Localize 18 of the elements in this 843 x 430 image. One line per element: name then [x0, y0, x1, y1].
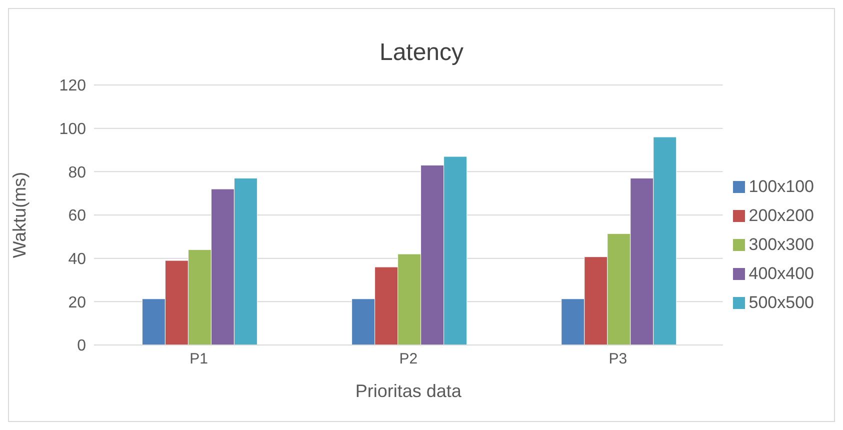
y-tick-label: 0: [77, 338, 86, 355]
y-axis-title: Waktu(ms): [9, 172, 30, 258]
chart-title: Latency: [378, 39, 465, 68]
x-tick-label: P2: [399, 350, 418, 368]
x-tick-label: P3: [608, 350, 628, 368]
legend-label: 100x100: [748, 176, 814, 196]
y-tick-label: 20: [68, 294, 86, 312]
legend-label: 500x500: [748, 292, 814, 312]
x-axis-title: Prioritas data: [355, 381, 462, 401]
y-tick-label: 40: [68, 251, 86, 268]
legend-label: 200x200: [748, 206, 814, 224]
x-tick-label: P1: [190, 350, 208, 368]
y-tick-label: 120: [59, 78, 86, 95]
y-tick-label: 60: [68, 208, 86, 225]
y-tick-label: 100: [59, 121, 86, 138]
y-tick-label: 80: [68, 164, 86, 182]
legend-label: 400x400: [748, 264, 814, 282]
legend-label: 300x300: [748, 234, 814, 254]
